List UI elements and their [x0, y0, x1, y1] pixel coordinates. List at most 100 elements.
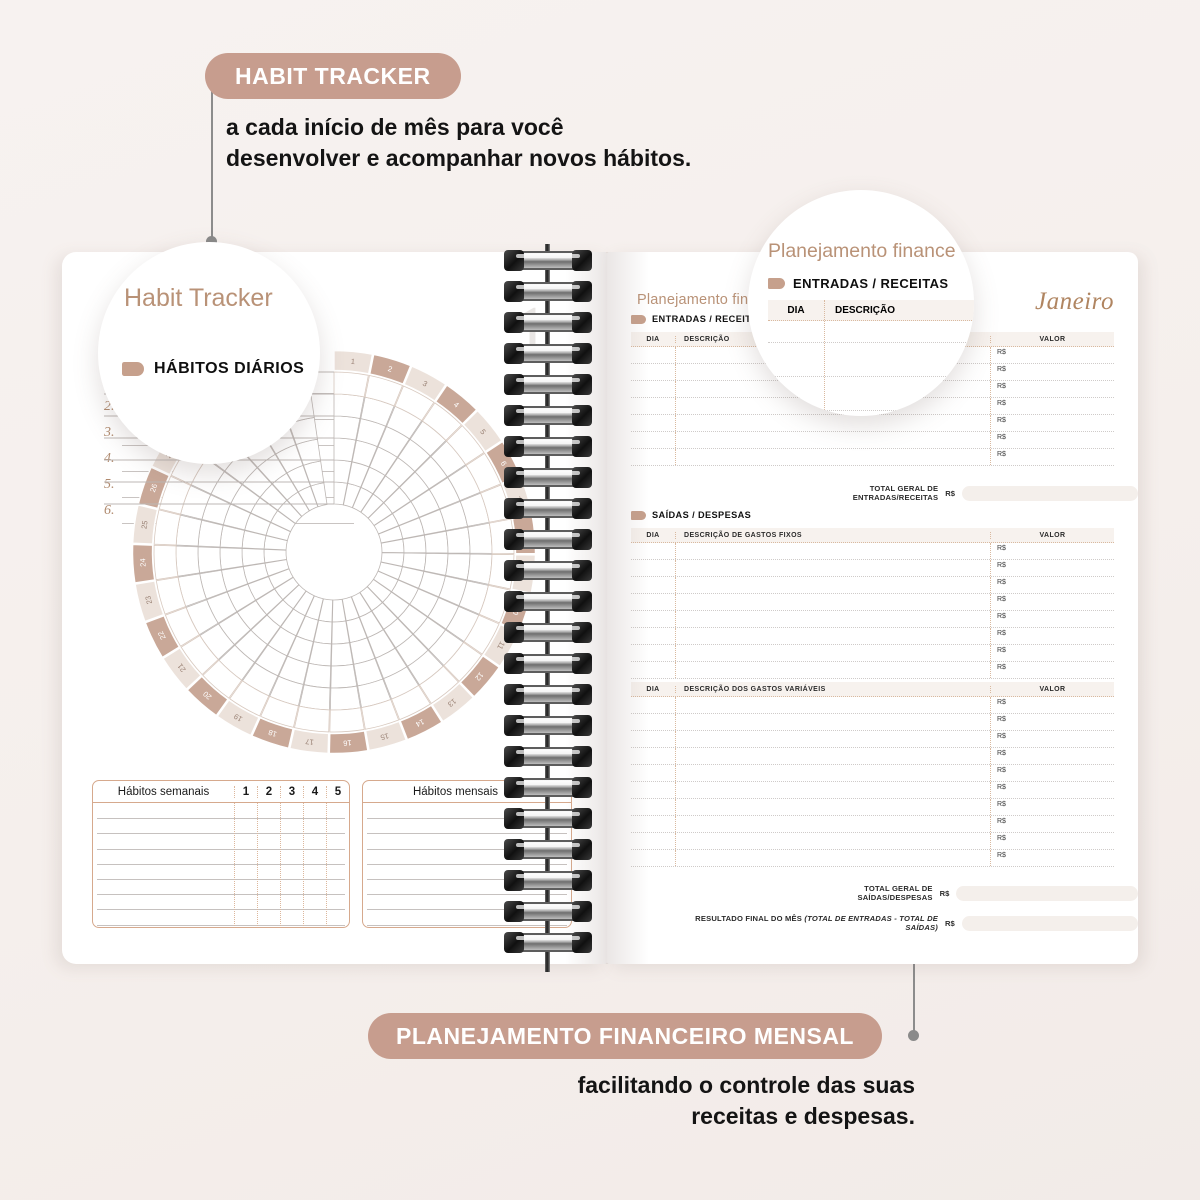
habit-wheel-cell[interactable] [153, 509, 181, 546]
table-row[interactable]: R$ [631, 662, 1114, 679]
cell-descricao[interactable] [675, 347, 990, 363]
cell-descricao[interactable] [675, 611, 990, 627]
cell-valor[interactable]: R$ [990, 765, 1114, 781]
cell-dia[interactable] [631, 833, 675, 849]
cell-descricao[interactable] [675, 594, 990, 610]
cell-descricao[interactable] [675, 543, 990, 559]
table-row[interactable] [97, 924, 345, 926]
table-row[interactable] [97, 863, 345, 865]
cell-descricao[interactable] [675, 833, 990, 849]
table-row[interactable] [97, 894, 345, 896]
cell-dia[interactable] [631, 748, 675, 764]
cell-valor[interactable]: R$ [990, 799, 1114, 815]
cell-dia[interactable] [631, 347, 675, 363]
cell-descricao[interactable] [675, 662, 990, 678]
habit-wheel-cell[interactable] [158, 475, 192, 515]
cell-descricao[interactable] [675, 816, 990, 832]
table-row[interactable]: R$ [631, 850, 1114, 867]
cell-dia[interactable] [631, 543, 675, 559]
habit-wheel-cell[interactable] [229, 680, 270, 717]
cell-descricao[interactable] [675, 782, 990, 798]
cell-valor[interactable]: R$ [990, 594, 1114, 610]
cell-valor[interactable]: R$ [990, 662, 1114, 678]
cell-descricao[interactable] [675, 560, 990, 576]
weekly-habits-body[interactable] [93, 803, 349, 927]
habit-wheel-cell[interactable] [421, 402, 462, 441]
table-row[interactable]: R$ [631, 415, 1114, 432]
habit-wheel-cell[interactable] [180, 634, 219, 676]
cell-descricao[interactable] [675, 432, 990, 448]
table-row[interactable]: R$ [631, 714, 1114, 731]
habit-wheel-cell[interactable] [241, 548, 266, 567]
cell-valor[interactable]: R$ [990, 415, 1114, 431]
cell-valor[interactable]: R$ [990, 628, 1114, 644]
habit-wheel-cell[interactable] [303, 662, 332, 689]
cell-dia[interactable] [631, 560, 675, 576]
habit-wheel-cell[interactable] [364, 375, 403, 407]
cell-descricao[interactable] [675, 799, 990, 815]
table-row[interactable]: R$ [631, 816, 1114, 833]
cell-valor[interactable]: R$ [990, 347, 1114, 363]
table-row[interactable]: R$ [631, 782, 1114, 799]
cell-dia[interactable] [631, 628, 675, 644]
habit-wheel-cell[interactable] [175, 545, 201, 577]
habit-wheel-cell[interactable] [418, 665, 460, 704]
habit-wheel-cell[interactable] [394, 385, 435, 422]
habit-wheel-cell[interactable] [465, 452, 502, 493]
cell-valor[interactable]: R$ [990, 432, 1114, 448]
cell-valor[interactable]: R$ [990, 731, 1114, 747]
cell-dia[interactable] [631, 850, 675, 866]
cell-dia[interactable] [631, 381, 675, 397]
table-row[interactable] [367, 833, 567, 835]
cell-valor[interactable]: R$ [990, 543, 1114, 559]
table-row[interactable]: R$ [631, 449, 1114, 466]
habit-wheel-cell[interactable] [260, 695, 299, 728]
expenses-total-field[interactable] [956, 885, 1138, 901]
cell-dia[interactable] [631, 611, 675, 627]
habit-wheel-cell[interactable] [329, 685, 362, 711]
cell-valor[interactable]: R$ [990, 748, 1114, 764]
cell-valor[interactable]: R$ [990, 833, 1114, 849]
cell-dia[interactable] [631, 398, 675, 414]
table-row[interactable] [367, 848, 567, 850]
cell-dia[interactable] [631, 364, 675, 380]
table-row[interactable]: R$ [631, 731, 1114, 748]
habit-wheel-cell[interactable] [333, 393, 365, 419]
habit-wheel-cell[interactable] [164, 606, 200, 647]
habit-wheel-cell[interactable] [445, 526, 471, 554]
cell-valor[interactable]: R$ [990, 449, 1114, 465]
cell-dia[interactable] [631, 765, 675, 781]
habit-wheel-cell[interactable] [155, 576, 187, 615]
habit-wheel-cell[interactable] [443, 641, 483, 682]
cell-dia[interactable] [631, 714, 675, 730]
habit-wheel-cell[interactable] [333, 371, 369, 398]
table-row[interactable]: R$ [631, 748, 1114, 765]
cell-dia[interactable] [631, 697, 675, 713]
cell-valor[interactable]: R$ [990, 381, 1114, 397]
habit-wheel-cell[interactable] [445, 425, 485, 466]
cell-valor[interactable]: R$ [990, 782, 1114, 798]
cell-valor[interactable]: R$ [990, 850, 1114, 866]
habit-wheel-cell[interactable] [219, 547, 244, 570]
cell-descricao[interactable] [675, 748, 990, 764]
cell-descricao[interactable] [675, 731, 990, 747]
cell-descricao[interactable] [675, 714, 990, 730]
cell-descricao[interactable] [675, 577, 990, 593]
habit-wheel-cell[interactable] [391, 684, 431, 721]
table-row[interactable]: R$ [631, 611, 1114, 628]
table-row[interactable]: R$ [631, 628, 1114, 645]
habit-wheel-cell[interactable] [197, 519, 224, 548]
cell-dia[interactable] [631, 731, 675, 747]
cell-valor[interactable]: R$ [990, 364, 1114, 380]
table-row[interactable]: R$ [631, 833, 1114, 850]
cell-dia[interactable] [631, 594, 675, 610]
cell-valor[interactable]: R$ [990, 577, 1114, 593]
habit-wheel-cell[interactable] [298, 684, 331, 711]
table-row[interactable] [367, 863, 567, 865]
cell-descricao[interactable] [675, 850, 990, 866]
habit-wheel-cell[interactable] [175, 514, 203, 547]
habit-wheel-cell[interactable] [423, 530, 449, 554]
cell-descricao[interactable] [675, 381, 990, 397]
variable-expenses-table[interactable]: DIA DESCRIÇÃO DOS GASTOS VARIÁVEIS VALOR R$… [631, 682, 1114, 867]
cell-valor[interactable]: R$ [990, 697, 1114, 713]
